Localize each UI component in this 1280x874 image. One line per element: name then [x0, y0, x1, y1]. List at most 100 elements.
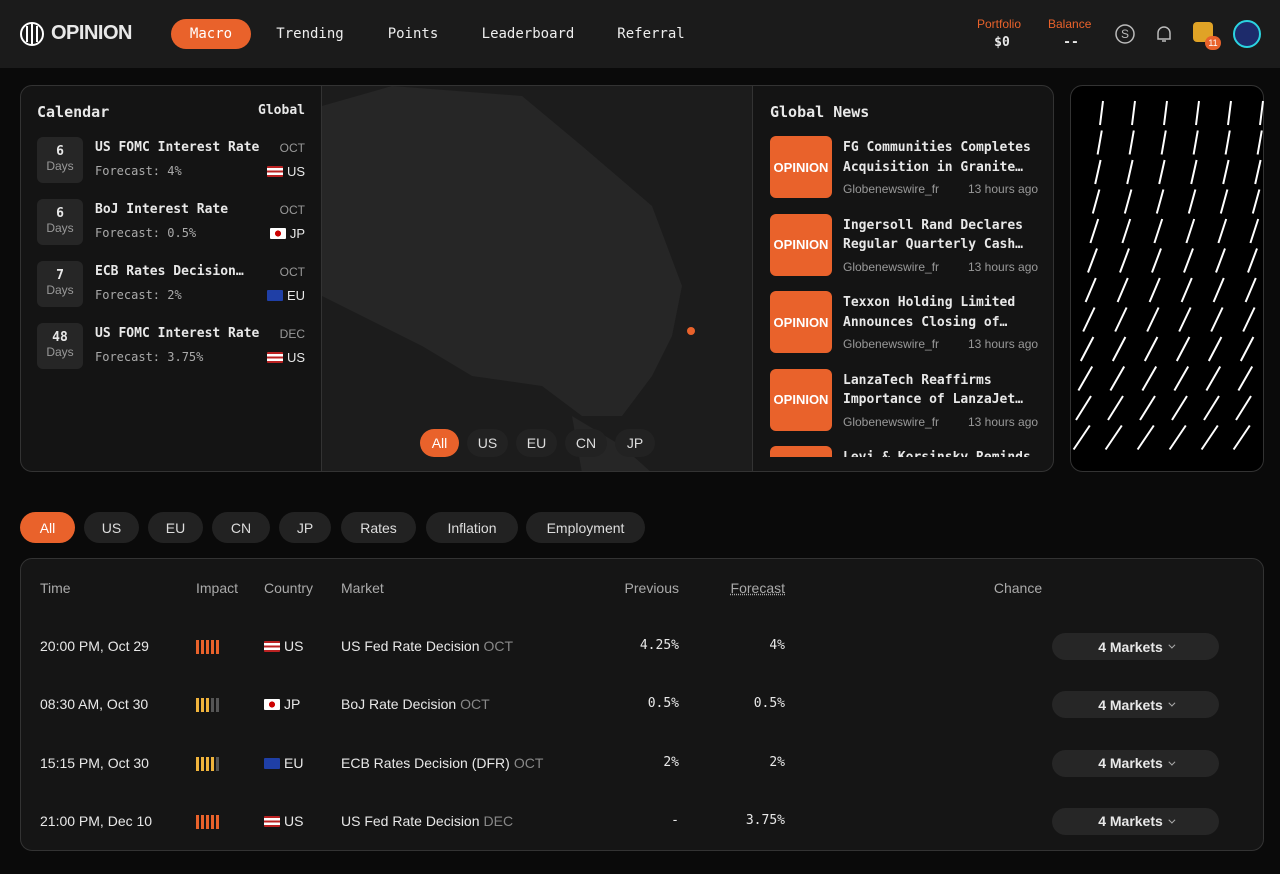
country-code: US: [284, 638, 304, 654]
slash: [1096, 130, 1103, 155]
row-time: 21:00 PM, Dec 10: [40, 812, 153, 829]
slash: [1210, 307, 1224, 332]
slash: [1237, 366, 1254, 391]
filter-chip[interactable]: Inflation: [426, 512, 518, 543]
event-country: US: [255, 350, 305, 365]
filter-chip[interactable]: US: [84, 512, 139, 543]
slash: [1107, 395, 1124, 421]
slash: [1087, 248, 1098, 273]
slash: [1128, 130, 1135, 155]
news-headline[interactable]: Levi & Korsinsky Reminds: [843, 448, 1043, 457]
flag: [264, 699, 280, 711]
slash: [1187, 189, 1197, 214]
news-headline[interactable]: LanzaTech Reaffirms Importance of LanzaJ…: [843, 372, 1024, 408]
slash: [1249, 218, 1260, 244]
slash: [1121, 218, 1132, 244]
slash: [1075, 395, 1092, 421]
days-count: 6: [56, 206, 64, 221]
slash: [1239, 336, 1255, 362]
news-headline[interactable]: FG Communities Completes Acquisition in …: [843, 140, 1031, 175]
row-country: US: [264, 813, 303, 829]
event-month: OCT: [279, 203, 305, 217]
macro-panel: [20, 85, 1054, 472]
nav-tab[interactable]: Trending: [276, 26, 344, 42]
svg-text:S: S: [1121, 27, 1129, 41]
slash: [1215, 248, 1226, 273]
slash: [1178, 307, 1192, 332]
news-logo: OPINION: [770, 136, 832, 198]
row-country: JP: [264, 696, 300, 712]
filter-chip[interactable]: All: [20, 512, 75, 543]
slash: [1259, 100, 1264, 126]
balance-label: Balance: [1048, 17, 1092, 31]
slash: [1242, 307, 1256, 332]
filter-chip[interactable]: EU: [148, 512, 203, 543]
slash: [1195, 100, 1200, 126]
impact-bar: [201, 698, 204, 713]
slash: [1183, 248, 1194, 273]
markets-button[interactable]: 4 Markets: [1052, 807, 1219, 835]
event-month: DEC: [279, 327, 305, 341]
impact-bar: [206, 814, 209, 829]
days-box: 6 Days: [37, 137, 83, 183]
days-count: 7: [56, 268, 64, 283]
nav-tab[interactable]: Leaderboard: [481, 26, 575, 42]
row-market: US Fed Rate Decision DEC: [341, 813, 513, 829]
country-code: JP: [289, 226, 305, 241]
slash: [1251, 189, 1261, 214]
news-headline[interactable]: Ingersoll Rand Declares Regular Quarterl…: [843, 217, 1024, 253]
filter-chip[interactable]: Rates: [341, 512, 416, 543]
impact-bar: [211, 814, 214, 829]
days-box: 7 Days: [37, 261, 83, 307]
country-code: EU: [286, 288, 305, 303]
markets-button[interactable]: 4 Markets: [1052, 633, 1219, 660]
notification-button[interactable]: [1153, 23, 1175, 45]
slash: [1212, 277, 1225, 303]
slash: [1155, 189, 1165, 214]
news-source: Globenewswire_fr: [843, 182, 940, 196]
table-header: Market: [341, 580, 384, 596]
nav-tab[interactable]: Referral: [617, 26, 685, 42]
event-month: OCT: [279, 141, 305, 155]
filter-chip[interactable]: Employment: [526, 512, 645, 543]
slash: [1175, 336, 1191, 362]
markets-button[interactable]: 4 Markets: [1052, 749, 1219, 777]
days-box: 6 Days: [37, 199, 83, 245]
markets-button[interactable]: 4 Markets: [1052, 691, 1219, 719]
slash: [1153, 218, 1164, 244]
flag: [264, 641, 280, 652]
filter-chip[interactable]: CN: [212, 512, 270, 543]
map-filter[interactable]: CN: [565, 429, 607, 457]
slash: [1114, 307, 1128, 332]
event-country: EU: [255, 288, 305, 303]
nav-tab[interactable]: Points: [387, 26, 439, 42]
event-name: US FOMC Interest Rate: [95, 140, 260, 155]
news-time: 13 hours ago: [968, 414, 1039, 429]
map-filter[interactable]: US: [467, 429, 508, 457]
impact-bar: [206, 756, 209, 771]
flag: [266, 290, 283, 301]
impact-bar: [211, 640, 214, 654]
chevron: [1168, 699, 1176, 707]
news-time: 13 hours ago: [968, 337, 1039, 351]
event-forecast: Forecast: 3.75%: [95, 350, 204, 364]
map-filter[interactable]: JP: [615, 429, 655, 457]
avatar[interactable]: [1233, 20, 1261, 48]
news-headline[interactable]: Texxon Holding Limited Announces Closing…: [843, 295, 1016, 330]
currency-button[interactable]: S: [1114, 23, 1136, 45]
market-name: ECB Rates Decision (DFR): [341, 754, 510, 771]
row-market: US Fed Rate Decision OCT: [341, 638, 513, 654]
impact-bar: [211, 698, 214, 713]
row-country: US: [264, 638, 303, 654]
market-month: OCT: [513, 754, 544, 771]
map-filter[interactable]: EU: [516, 429, 557, 457]
impact-bar: [216, 698, 219, 713]
map-filter[interactable]: All: [420, 429, 459, 457]
slash: [1079, 336, 1095, 362]
event-forecast: Forecast: 4%: [95, 164, 182, 178]
nav-tab[interactable]: Macro: [171, 19, 251, 49]
slash: [1190, 159, 1198, 185]
impact-bars: [196, 814, 219, 829]
filter-chip[interactable]: JP: [279, 512, 331, 543]
